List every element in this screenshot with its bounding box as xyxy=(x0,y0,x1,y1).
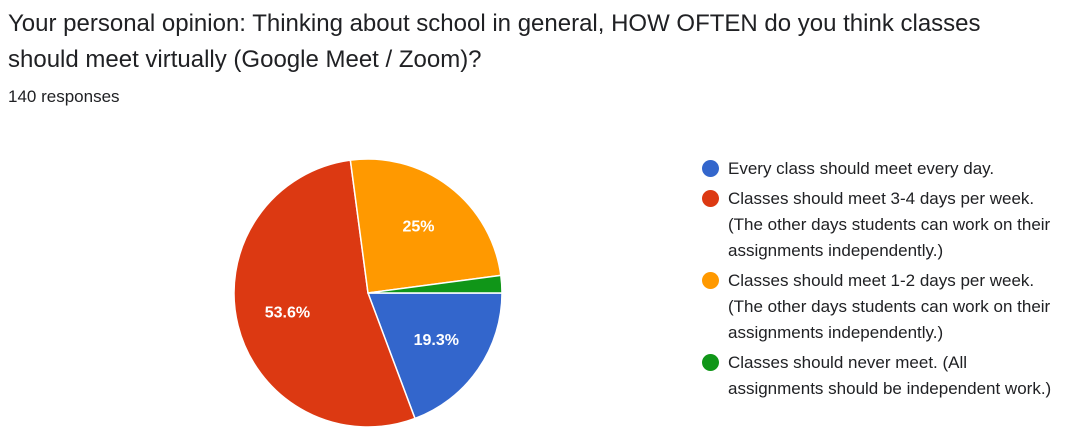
pie-slice-4[interactable] xyxy=(367,274,503,294)
legend-item-4[interactable]: Classes should never meet. (All assignme… xyxy=(700,350,1060,402)
slice-label-3: 25% xyxy=(402,219,434,236)
chart-legend: Every class should meet every day. Classe… xyxy=(700,156,1060,406)
legend-swatch-1 xyxy=(702,160,719,177)
legend-item-1[interactable]: Every class should meet every day. xyxy=(700,156,1060,182)
pie-labels: 19.3% 53.6% 25% xyxy=(265,219,459,349)
pie-slice-2[interactable] xyxy=(233,159,416,428)
legend-swatch-4 xyxy=(702,354,719,371)
pie-slice-1[interactable] xyxy=(366,292,503,420)
legend-item-3[interactable]: Classes should meet 1-2 days per week. (… xyxy=(700,268,1060,346)
legend-swatch-2 xyxy=(702,190,719,207)
legend-label-3: Classes should meet 1-2 days per week. (… xyxy=(728,271,1051,342)
legend-swatch-3 xyxy=(702,272,719,289)
question-title: Your personal opinion: Thinking about sc… xyxy=(8,10,981,73)
slice-label-2: 53.6% xyxy=(265,305,310,322)
pie-slice-3[interactable] xyxy=(349,158,502,294)
legend-label-1: Every class should meet every day. xyxy=(728,159,995,178)
legend-item-2[interactable]: Classes should meet 3-4 days per week. (… xyxy=(700,186,1060,264)
pie-slices xyxy=(233,158,503,428)
slice-label-1: 19.3% xyxy=(414,332,459,349)
legend-label-4: Classes should never meet. (All assignme… xyxy=(728,353,1052,398)
legend-label-2: Classes should meet 3-4 days per week. (… xyxy=(728,189,1051,260)
response-count: 140 responses xyxy=(8,87,120,106)
